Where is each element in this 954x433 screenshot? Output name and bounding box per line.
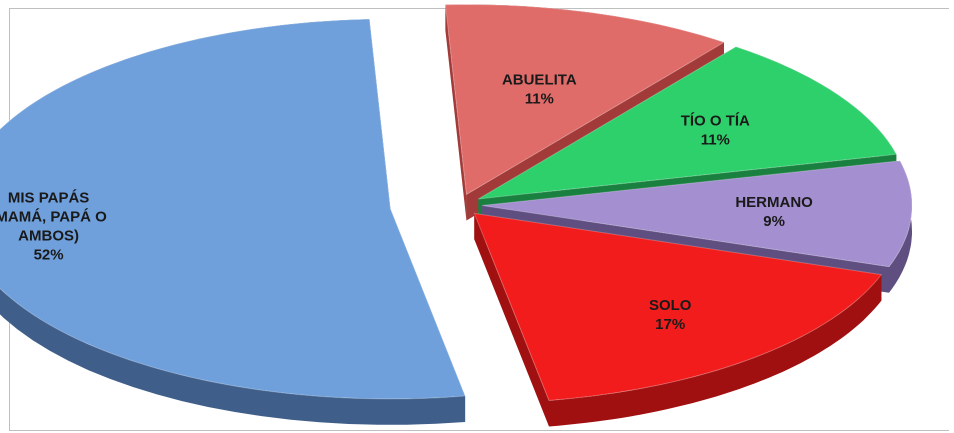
slice-label-line: 11% [525, 91, 554, 108]
pie-slice-side-4 [549, 274, 882, 427]
slice-label-4: SOLO 17% [649, 297, 692, 333]
slice-label-line: HERMANO [735, 194, 813, 211]
slice-label-line: ABUELITA [502, 72, 577, 89]
slice-label-line: (MAMÁ, PAPÁ O [0, 208, 107, 225]
slice-label-line: TÍO O TÍA [681, 112, 750, 129]
pie-slice-4 [473, 212, 883, 401]
slice-label-1: ABUELITA 11% [502, 72, 577, 108]
pie-slice-1 [444, 3, 726, 196]
pie-slice-2 [478, 46, 898, 200]
slice-label-line: 17% [655, 316, 685, 333]
slice-label-line: 52% [34, 246, 64, 263]
slice-label-line: AMBOS) [18, 227, 79, 244]
pie-slice-0 [0, 18, 466, 400]
slice-label-2: TÍO O TÍA 11% [681, 112, 750, 148]
slice-label-line: 9% [763, 213, 785, 230]
pie-slice-cut-4-1 [474, 213, 549, 427]
slice-label-line: 11% [701, 131, 730, 148]
pie-slice-3 [481, 160, 913, 268]
slice-label-line: SOLO [649, 297, 692, 314]
slice-label-line: MIS PAPÁS [8, 189, 89, 206]
slice-label-0: MIS PAPÁS (MAMÁ, PAPÁ O AMBOS) 52% [0, 189, 107, 263]
slice-label-3: HERMANO 9% [735, 194, 813, 230]
pie-slice-cut-1-0 [445, 4, 467, 221]
